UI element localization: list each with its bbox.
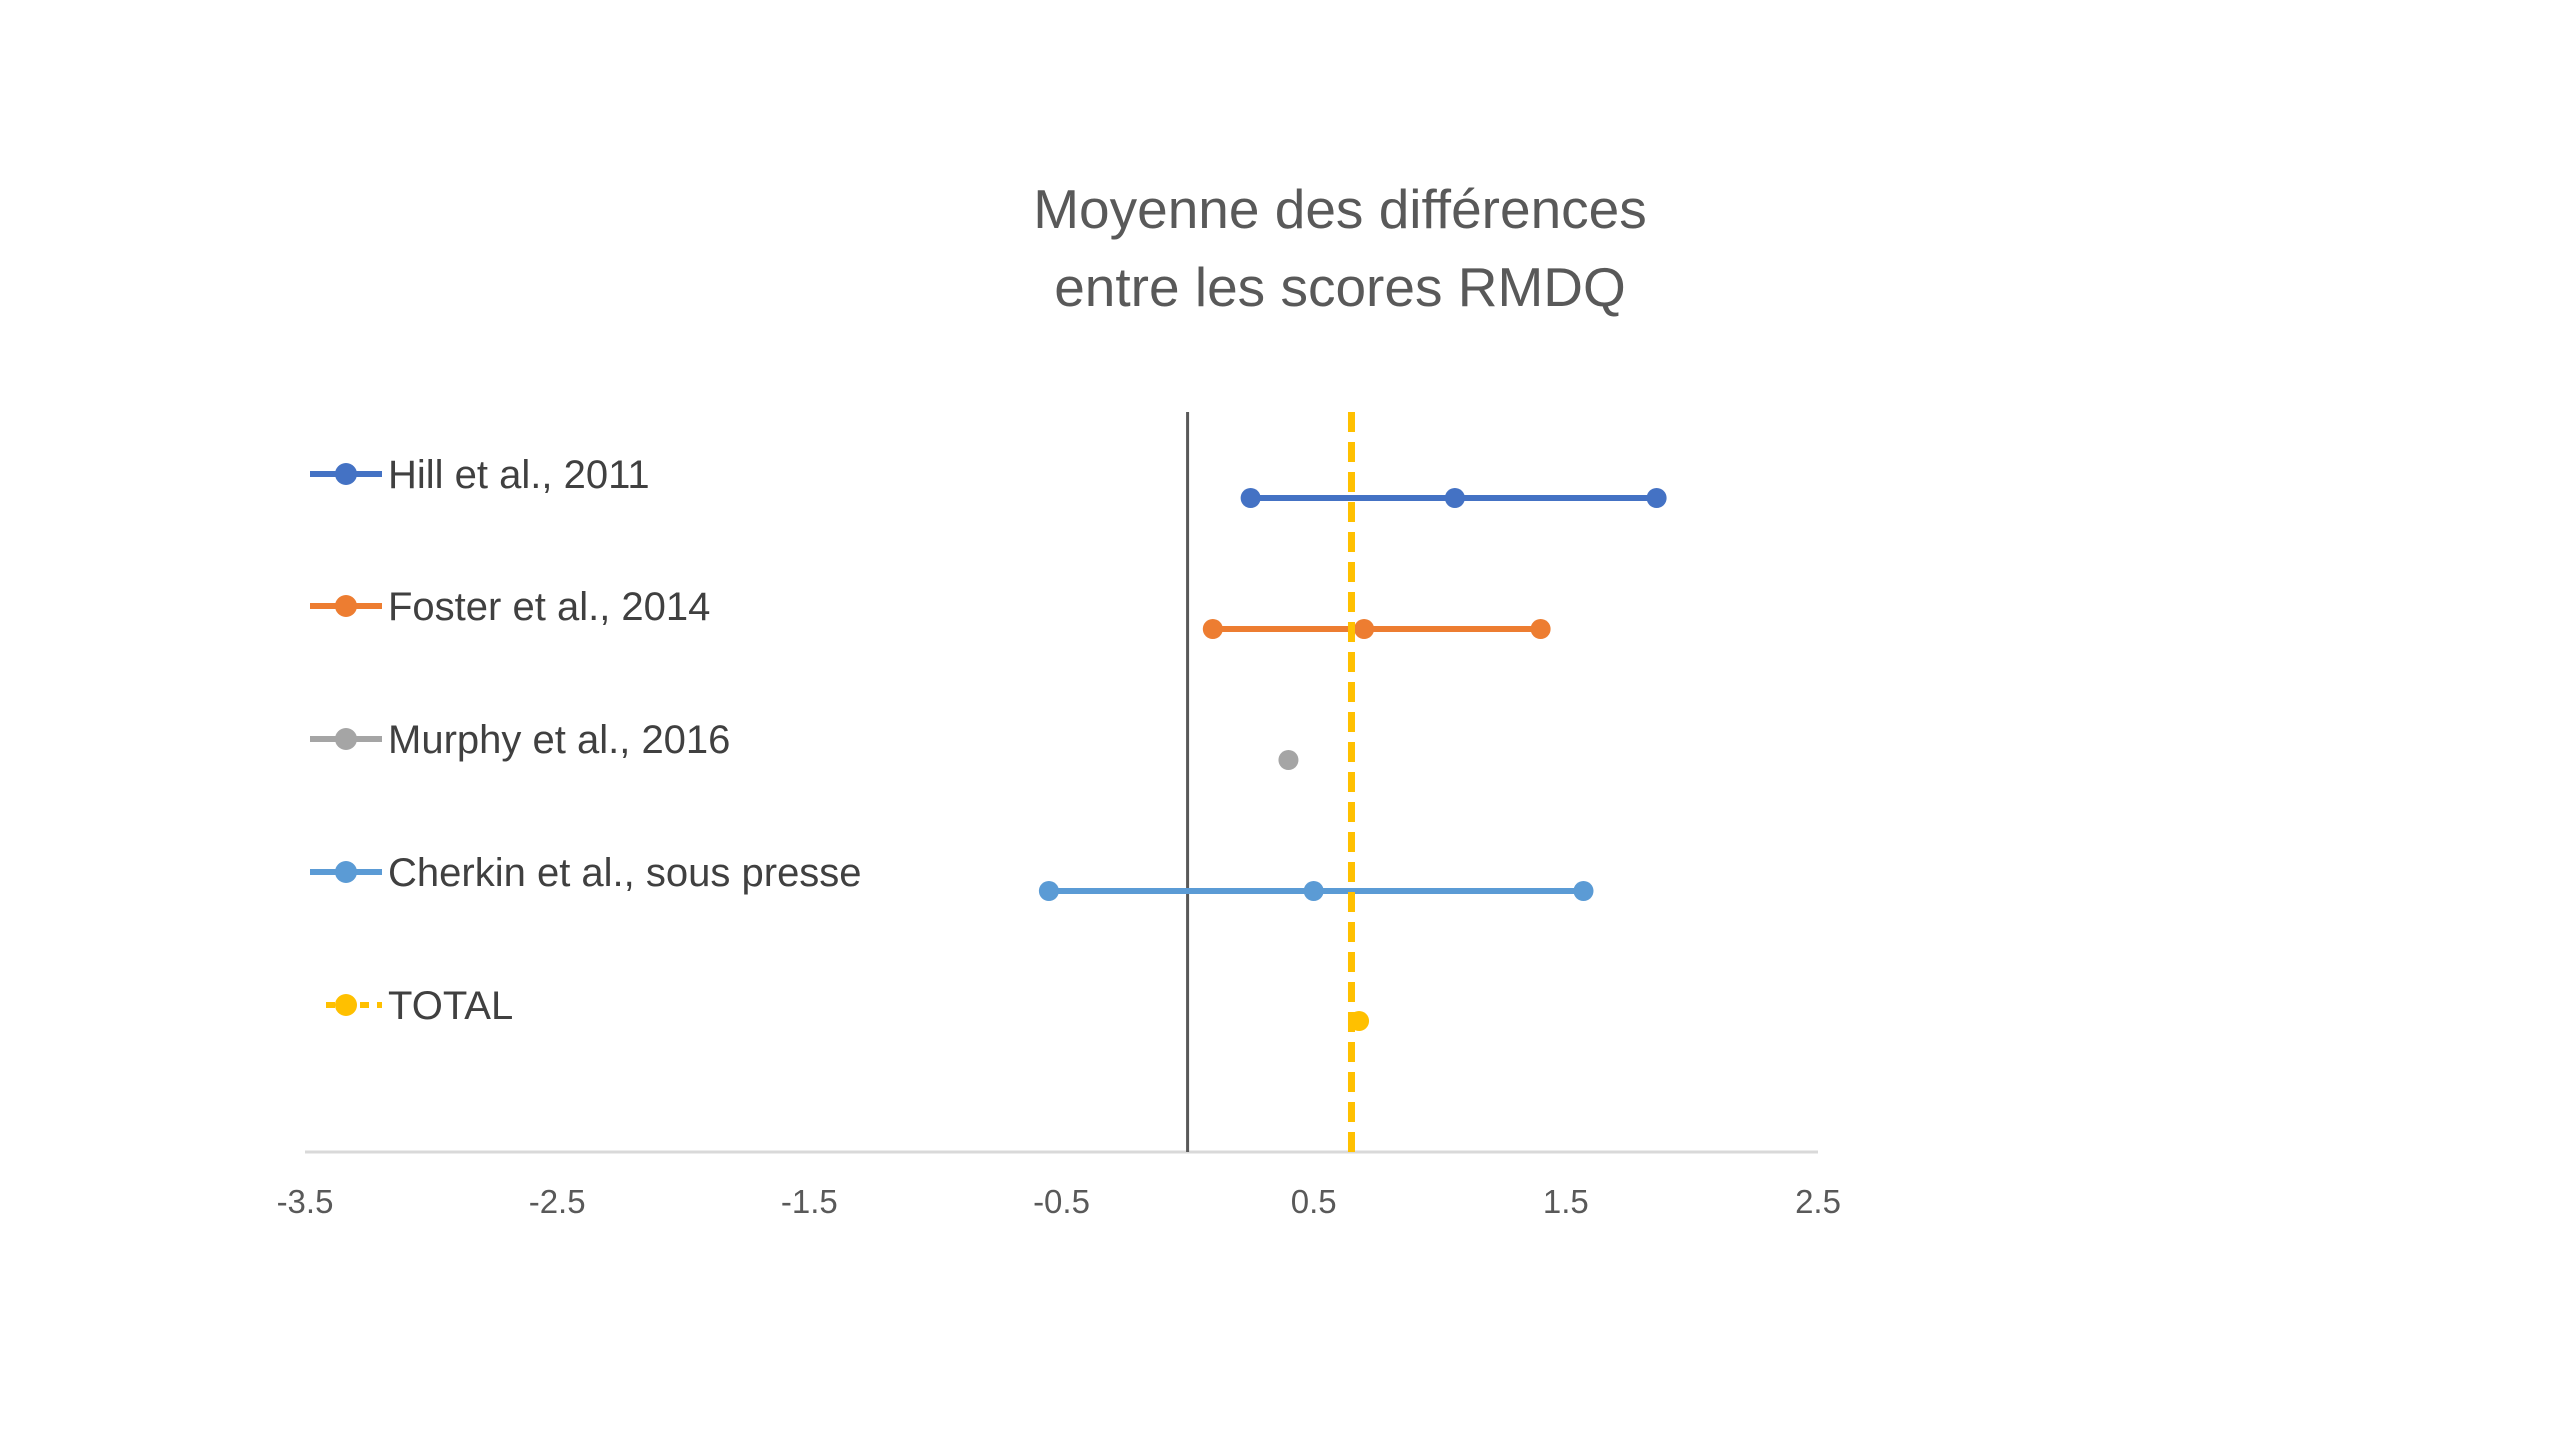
x-tick-label: -1.5 <box>781 1183 838 1220</box>
legend-swatch-marker <box>335 595 357 617</box>
legend-swatch-marker <box>335 994 357 1016</box>
chart-title-line-2: entre les scores RMDQ <box>1054 256 1626 318</box>
legend-entry-label: Murphy et al., 2016 <box>388 718 730 762</box>
legend-entry-label: TOTAL <box>388 984 513 1028</box>
series-ci-low-point <box>1202 619 1223 639</box>
x-tick-label: -0.5 <box>1033 1183 1090 1220</box>
legend-entry-label: Foster et al., 2014 <box>388 585 710 629</box>
chart-title: Moyenne des différences entre les scores… <box>1033 178 1647 318</box>
series-ci-high-point <box>1573 881 1594 901</box>
x-tick-label: -3.5 <box>277 1183 334 1220</box>
total-point <box>1349 1011 1370 1031</box>
legend-swatch-marker <box>335 463 357 485</box>
legend-entry-label: Hill et al., 2011 <box>388 453 650 497</box>
chart-title-line-1: Moyenne des différences <box>1033 178 1647 240</box>
x-tick-label: 0.5 <box>1291 1183 1337 1220</box>
series-estimate-point <box>1354 619 1375 639</box>
x-tick-label: 1.5 <box>1543 1183 1589 1220</box>
series-ci-high-point <box>1646 488 1667 508</box>
series-estimate-point <box>1278 750 1299 770</box>
series-ci-high-point <box>1530 619 1551 639</box>
legend-swatch-marker <box>335 861 357 883</box>
x-tick-label: 2.5 <box>1795 1183 1841 1220</box>
series-ci-low-point <box>1240 488 1261 508</box>
series-ci-low-point <box>1038 881 1059 901</box>
series-estimate-point <box>1444 488 1465 508</box>
x-tick-label: -2.5 <box>529 1183 586 1220</box>
legend-entry-label: Cherkin et al., sous presse <box>388 851 862 895</box>
axes: -3.5 -2.5 -1.5 -0.5 0.5 1.5 2.5 <box>277 412 1841 1220</box>
legend-swatch-marker <box>335 728 357 750</box>
plot-area <box>1038 412 1667 1152</box>
legend: Hill et al., 2011 Foster et al., 2014 Murp… <box>310 453 862 1028</box>
series-estimate-point <box>1303 881 1324 901</box>
